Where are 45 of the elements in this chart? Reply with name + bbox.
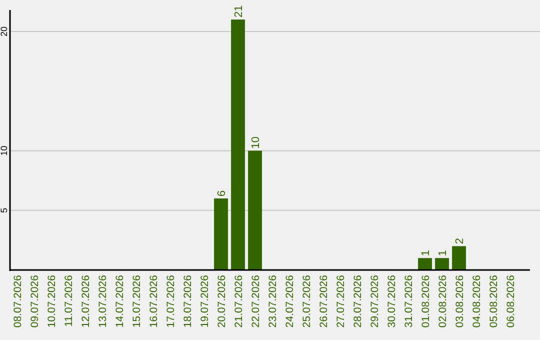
x-tick-label: 06.08.2026 — [505, 274, 517, 328]
x-tick-label: 19.07.2026 — [199, 274, 211, 328]
bar — [231, 20, 245, 270]
x-tick-label: 30.07.2026 — [386, 274, 398, 328]
bar — [248, 150, 262, 270]
x-tick-label: 05.08.2026 — [488, 274, 500, 328]
data-label: 2 — [454, 238, 466, 244]
x-tick-label: 21.07.2026 — [233, 274, 245, 328]
x-tick-label: 02.08.2026 — [437, 274, 449, 328]
data-label: 10 — [250, 136, 262, 149]
x-tick-label: 15.07.2026 — [131, 274, 143, 328]
bar — [435, 258, 449, 270]
x-tick-label: 14.07.2026 — [114, 274, 126, 328]
x-tick-label: 23.07.2026 — [267, 274, 279, 328]
bar — [214, 198, 228, 270]
x-tick-label: 17.07.2026 — [165, 274, 177, 328]
x-tick-label: 22.07.2026 — [250, 274, 262, 328]
x-tick-label: 29.07.2026 — [369, 274, 381, 328]
x-tick-label: 13.07.2026 — [97, 274, 109, 328]
x-tick-label: 20.07.2026 — [216, 274, 228, 328]
data-label: 6 — [216, 190, 228, 196]
x-tick-label: 11.07.2026 — [63, 274, 75, 327]
x-tick-label: 08.07.2026 — [12, 274, 24, 328]
x-tick-label: 27.07.2026 — [335, 274, 347, 328]
data-label: 21 — [233, 5, 245, 18]
x-tick-label: 28.07.2026 — [352, 274, 364, 328]
y-tick-label: 20 — [0, 26, 9, 36]
y-tick-label: 10 — [0, 146, 9, 156]
x-tick-label: 18.07.2026 — [182, 274, 194, 328]
x-tick-label: 16.07.2026 — [148, 274, 160, 328]
bar — [418, 258, 432, 270]
x-tick-label: 10.07.2026 — [46, 274, 58, 328]
x-tick-label: 09.07.2026 — [29, 274, 41, 328]
x-tick-label: 01.08.2026 — [420, 274, 432, 328]
data-label: 1 — [420, 250, 432, 256]
data-label: 1 — [437, 250, 449, 256]
x-tick-label: 03.08.2026 — [454, 274, 466, 328]
x-tick-label: 04.08.2026 — [471, 274, 483, 328]
x-tick-label: 26.07.2026 — [318, 274, 330, 328]
x-tick-label: 12.07.2026 — [80, 274, 92, 328]
x-tick-label: 24.07.2026 — [284, 274, 296, 328]
x-tick-label: 31.07.2026 — [403, 274, 415, 328]
x-tick-label: 25.07.2026 — [301, 274, 313, 328]
y-tick-label: 5 — [0, 208, 9, 213]
bar — [452, 246, 466, 270]
